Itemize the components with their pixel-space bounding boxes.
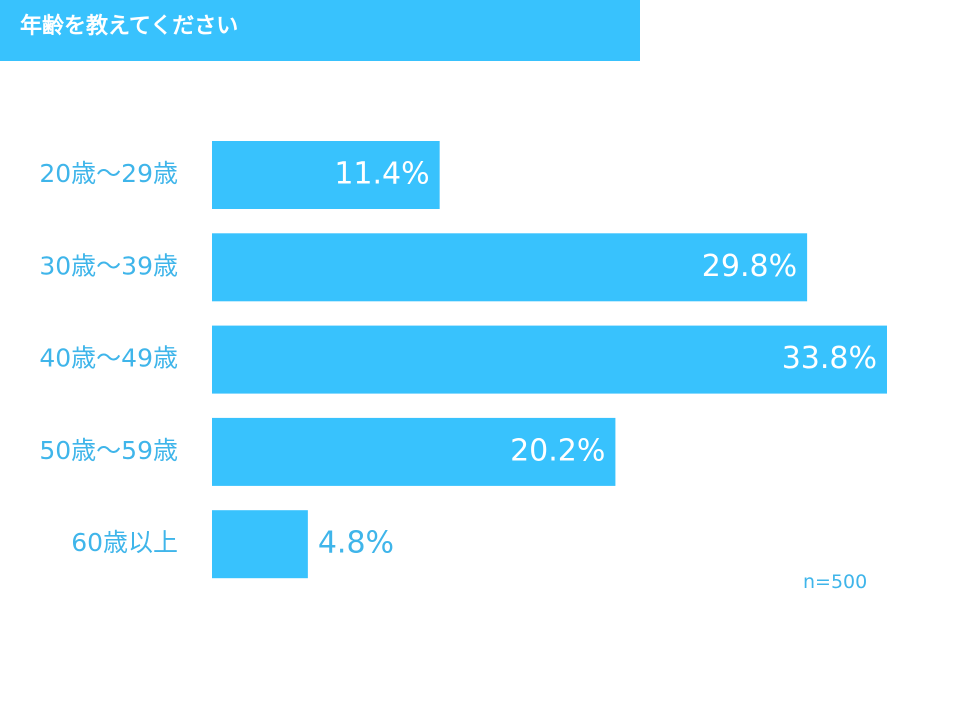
chart-title: 年齢を教えてください [20, 14, 239, 39]
bar [212, 233, 808, 302]
bar [212, 141, 440, 209]
value-label: 29.8% [702, 249, 797, 284]
category-label: 40歳～49歳 [39, 344, 178, 373]
value-label: 11.4% [334, 157, 429, 192]
title-banner: 年齢を教えてください [0, 0, 640, 61]
category-label: 30歳～39歳 [39, 251, 178, 280]
value-label: 20.2% [510, 433, 605, 468]
sample-size-note: n=500 [803, 571, 868, 593]
category-label: 50歳～59歳 [39, 436, 178, 465]
category-label: 20歳～29歳 [39, 159, 178, 188]
bar [212, 510, 308, 579]
bar [212, 325, 887, 394]
category-label: 60歳以上 [71, 528, 178, 557]
bar [212, 417, 616, 486]
value-label: 33.8% [782, 341, 877, 376]
value-label: 4.8% [318, 526, 394, 561]
